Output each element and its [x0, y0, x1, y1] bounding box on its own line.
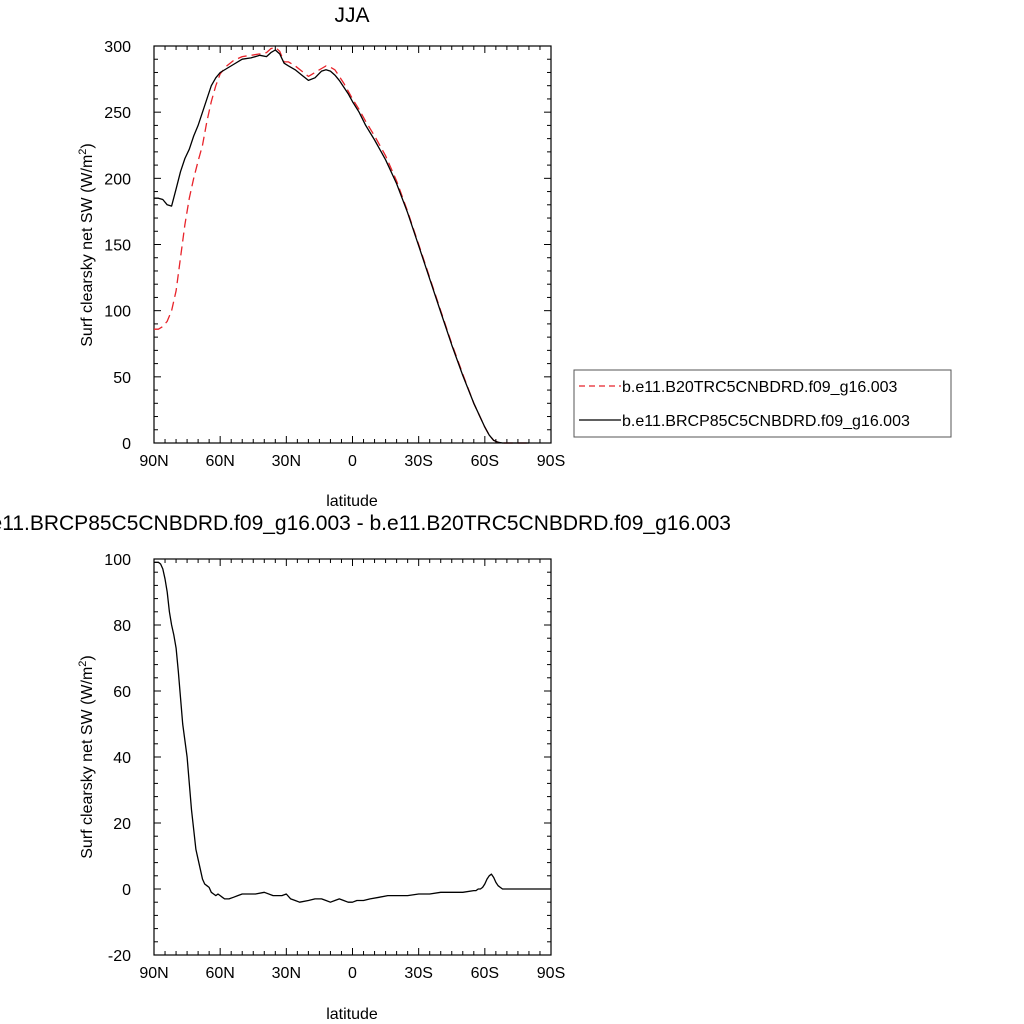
- legend: b.e11.B20TRC5CNBDRD.f09_g16.003 b.e11.BR…: [573, 369, 952, 438]
- x-tick-label: 60S: [471, 453, 499, 470]
- x-tick-label: 0: [348, 453, 357, 470]
- legend-label-series-1: b.e11.B20TRC5CNBDRD.f09_g16.003: [622, 379, 898, 396]
- x-tick-label: 30N: [272, 453, 301, 470]
- top-panel: JJA 90N 60N 30N 0 30S 60S 90S 0 50 100 150 200 250 30…: [77, 4, 952, 510]
- legend-box: [573, 369, 952, 438]
- y-tick-label: 0: [122, 882, 131, 899]
- x-tick-label: 0: [348, 965, 357, 982]
- y-axis-label-text: Surf clearsky net SW (W/m: [79, 155, 96, 347]
- y-axis-label-superscript: 2: [77, 149, 89, 155]
- y-tick-label: 60: [113, 684, 131, 701]
- plot-area: 90N 60N 30N 0 30S 60S 90S -20 0 20 40 60 80 100: [104, 552, 565, 982]
- y-tick-label: 40: [113, 750, 131, 767]
- y-axis-label-text: Surf clearsky net SW (W/m: [79, 667, 96, 859]
- x-tick-label: 90N: [139, 965, 168, 982]
- chart-title: JJA: [334, 4, 369, 27]
- x-tick-label: 90S: [537, 453, 565, 470]
- legend-label-series-2: b.e11.BRCP85C5CNBDRD.f09_g16.003: [622, 413, 910, 430]
- y-axis-label-tail: ): [79, 655, 96, 660]
- y-tick-label: -20: [108, 948, 131, 965]
- x-tick-label: 30S: [404, 965, 432, 982]
- x-tick-label: 60N: [205, 965, 234, 982]
- y-axis-label: Surf clearsky net SW (W/m2): [77, 143, 96, 346]
- x-axis-label: latitude: [326, 493, 378, 510]
- series-line-2: [154, 49, 529, 444]
- x-tick-label: 90S: [537, 965, 565, 982]
- plot-area: 90N 60N 30N 0 30S 60S 90S 0 50 100 150 200 250 300: [104, 39, 565, 470]
- x-tick-label: 60S: [471, 965, 499, 982]
- x-tick-label: 90N: [139, 453, 168, 470]
- y-tick-label: 150: [104, 238, 131, 255]
- x-tick-label: 30S: [404, 453, 432, 470]
- y-tick-label: 100: [104, 552, 131, 569]
- y-tick-label: 300: [104, 39, 131, 56]
- y-tick-label: 100: [104, 304, 131, 321]
- y-axis-label-tail: ): [79, 143, 96, 148]
- series-line-1: [154, 561, 551, 903]
- chart-title: b.e11.BRCP85C5CNBDRD.f09_g16.003 - b.e11…: [0, 512, 731, 535]
- x-tick-label: 60N: [205, 453, 234, 470]
- y-tick-label: 0: [122, 436, 131, 453]
- x-axis-label: latitude: [326, 1006, 378, 1023]
- y-tick-label: 250: [104, 105, 131, 122]
- y-tick-label: 50: [113, 370, 131, 387]
- y-axis-label: Surf clearsky net SW (W/m2): [77, 655, 96, 858]
- y-tick-label: 20: [113, 816, 131, 833]
- y-axis-label-superscript: 2: [77, 661, 89, 667]
- y-tick-label: 200: [104, 171, 131, 188]
- bottom-panel: b.e11.BRCP85C5CNBDRD.f09_g16.003 - b.e11…: [0, 512, 731, 1023]
- y-tick-label: 80: [113, 618, 131, 635]
- x-tick-label: 30N: [272, 965, 301, 982]
